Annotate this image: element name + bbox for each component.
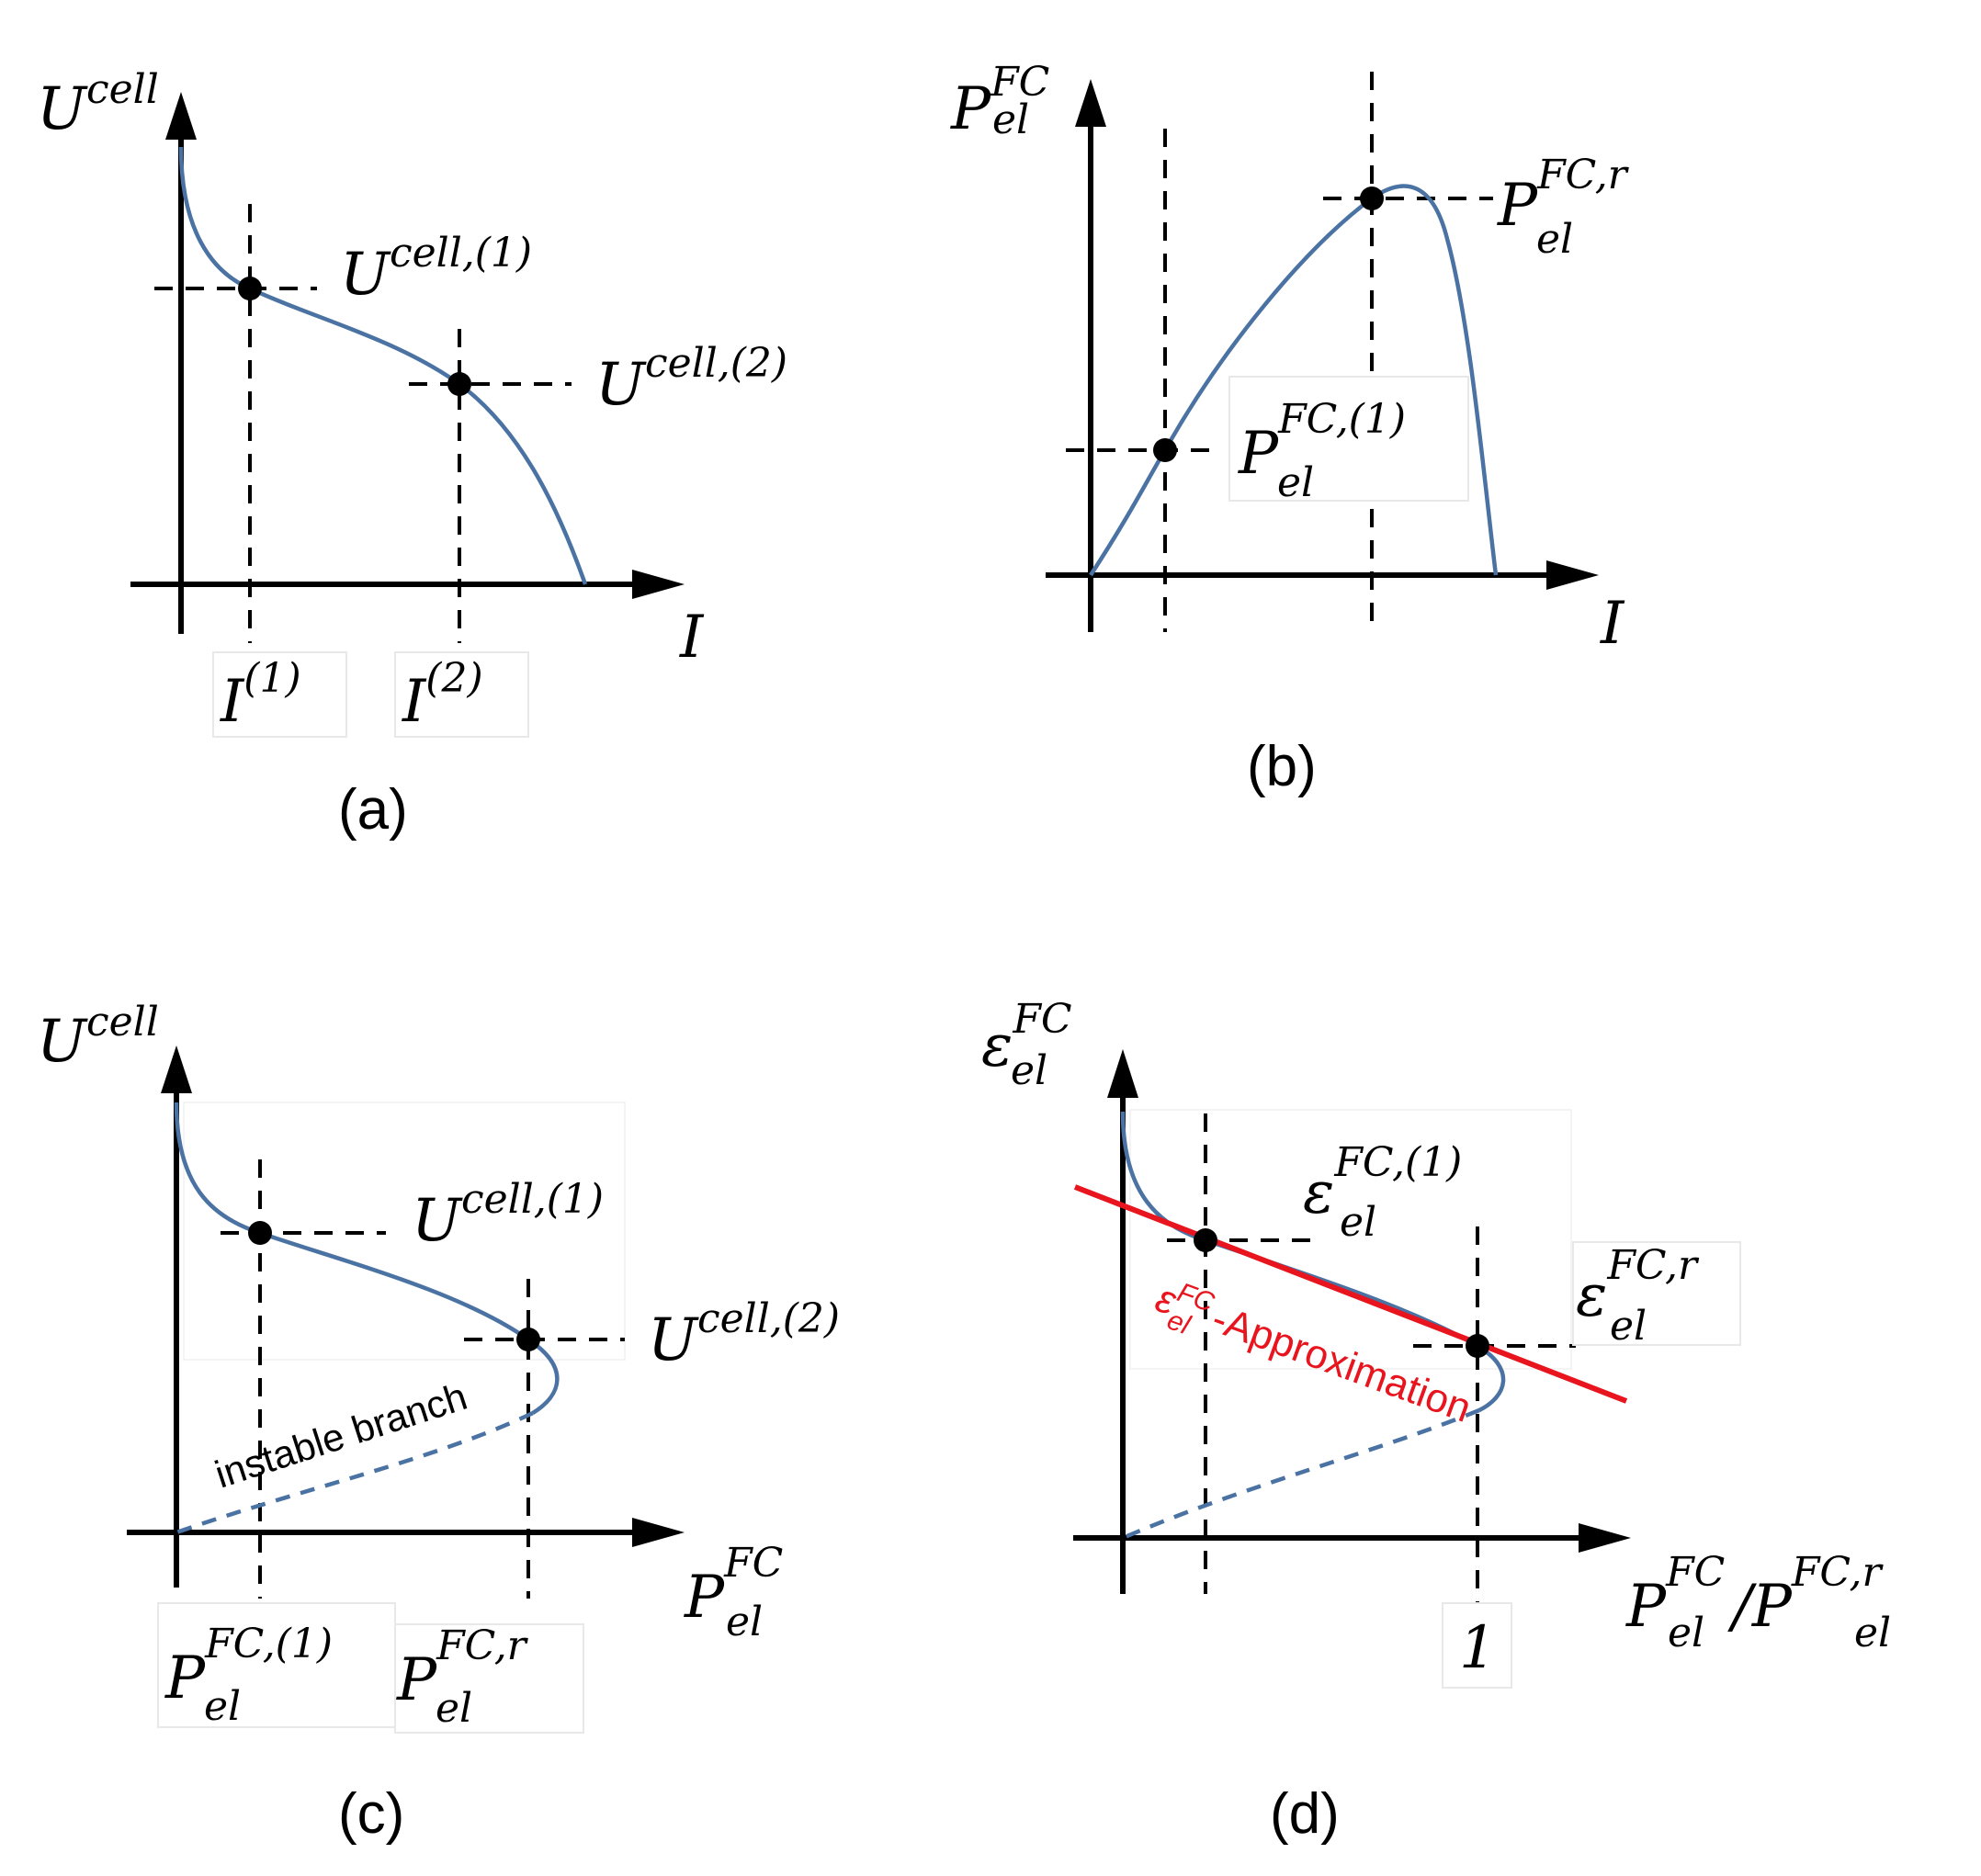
panel-d-caption: (d): [1270, 1782, 1340, 1846]
panel-b: PFC el I PFC,r el PFC,(1) el (b): [950, 59, 1630, 798]
panel-a-x-label: I: [679, 604, 705, 672]
panel-c: instable branch Ucell PFC el Ucell,(1) U…: [37, 999, 840, 1846]
panel-a-x-arrow: [632, 570, 685, 599]
panel-d-point-1-label: εFC,(1): [1303, 1139, 1462, 1227]
panel-c-tick-1-label: PFC,(1): [164, 1621, 333, 1712]
panel-c-point-1-label: Ucell,(1): [412, 1176, 604, 1255]
panel-a-point-2: [447, 372, 471, 396]
panel-b-point-1-sub: el: [1277, 459, 1314, 506]
panel-d-stable-branch: [1120, 1111, 1506, 1413]
panel-c-x-arrow: [632, 1518, 685, 1547]
panel-a-tick-2-box: [394, 651, 529, 738]
panel-c-point-2-label: Ucell,(2): [648, 1295, 840, 1374]
panel-a-tick-2-label: I(2): [402, 655, 483, 736]
panel-a-y-arrow: [165, 92, 197, 140]
panel-d-y-label: εFC: [981, 996, 1072, 1080]
panel-c-tick-1-box: [157, 1602, 396, 1728]
panel-a: Ucell I Ucell,(1) Ucell,(2) I(1) I(2) (a…: [37, 66, 787, 842]
panel-b-point-1: [1153, 438, 1177, 462]
panel-d-x-label-sub2: el: [1854, 1610, 1891, 1656]
panel-c-x-label-sub: el: [726, 1599, 763, 1645]
panel-a-point-1-label: Ucell,(1): [340, 230, 532, 309]
panel-c-branch-label: instable branch: [209, 1374, 471, 1497]
panel-b-x-arrow: [1546, 560, 1599, 590]
panel-a-point-2-label: Ucell,(2): [595, 340, 787, 419]
panel-c-tick-2-label: PFC,r: [396, 1622, 529, 1714]
panel-c-stable-branch: [174, 1102, 560, 1415]
panel-d-instable-branch: [1122, 1407, 1480, 1541]
panel-b-point-1-label: PFC,(1): [1238, 396, 1406, 488]
panel-d-point-r-label: εFC,r: [1576, 1242, 1700, 1330]
panel-d-x-label: PFC/PFC,r: [1625, 1549, 1885, 1641]
panel-d-y-label-sub: el: [1011, 1047, 1047, 1094]
panel-b-caption: (b): [1247, 735, 1317, 798]
panel-c-y-label: Ucell: [37, 999, 159, 1076]
panel-b-point-r: [1360, 186, 1384, 210]
panel-a-tick-1-label: I(1): [220, 655, 301, 736]
panel-d-point-r: [1466, 1334, 1489, 1358]
panel-a-point-1: [238, 277, 262, 300]
panel-c-x-label: PFC: [684, 1540, 783, 1632]
panel-d-approximation-line: [1073, 1184, 1628, 1404]
panel-b-y-label-sub: el: [992, 96, 1029, 143]
panel-c-tick-1-sub: el: [204, 1683, 241, 1730]
panel-c-caption: (c): [338, 1782, 404, 1846]
panel-a-y-label: Ucell: [37, 66, 159, 143]
panel-a-tick-1-box: [212, 651, 347, 738]
panel-d-point-r-sub: el: [1610, 1303, 1647, 1350]
panel-b-point-r-sub: el: [1536, 216, 1573, 263]
panel-d-x-arrow: [1579, 1523, 1631, 1553]
panel-c-tick-2-sub: el: [436, 1685, 472, 1732]
panel-a-polarization-curve: [178, 146, 588, 585]
panel-b-point-r-label: PFC,r: [1497, 152, 1630, 240]
panel-d: εFCel -Approximation εFC el εFC,(1) el ε…: [981, 996, 1891, 1846]
panel-a-caption: (a): [338, 778, 408, 842]
panel-b-x-label: I: [1600, 590, 1625, 658]
panel-d-tick-1-box: [1442, 1602, 1512, 1689]
panel-c-point-1: [248, 1221, 272, 1245]
panel-c-instable-branch: [175, 1410, 534, 1535]
panel-d-y-arrow: [1107, 1049, 1138, 1098]
panel-d-tick-1-label: 1: [1459, 1614, 1497, 1682]
panel-d-point-r-box: [1572, 1241, 1741, 1346]
panel-b-y-arrow: [1075, 79, 1106, 127]
panel-c-point-2: [516, 1328, 540, 1351]
panel-c-tick-2-box: [394, 1623, 584, 1734]
panel-d-point-1-sub: el: [1340, 1199, 1376, 1246]
panel-c-y-arrow: [161, 1045, 192, 1093]
panel-d-point-1: [1194, 1228, 1217, 1252]
panel-b-y-label: PFC: [950, 59, 1049, 143]
panel-b-point-1-box: [1228, 376, 1469, 502]
panel-d-x-label-sub: el: [1668, 1610, 1704, 1656]
